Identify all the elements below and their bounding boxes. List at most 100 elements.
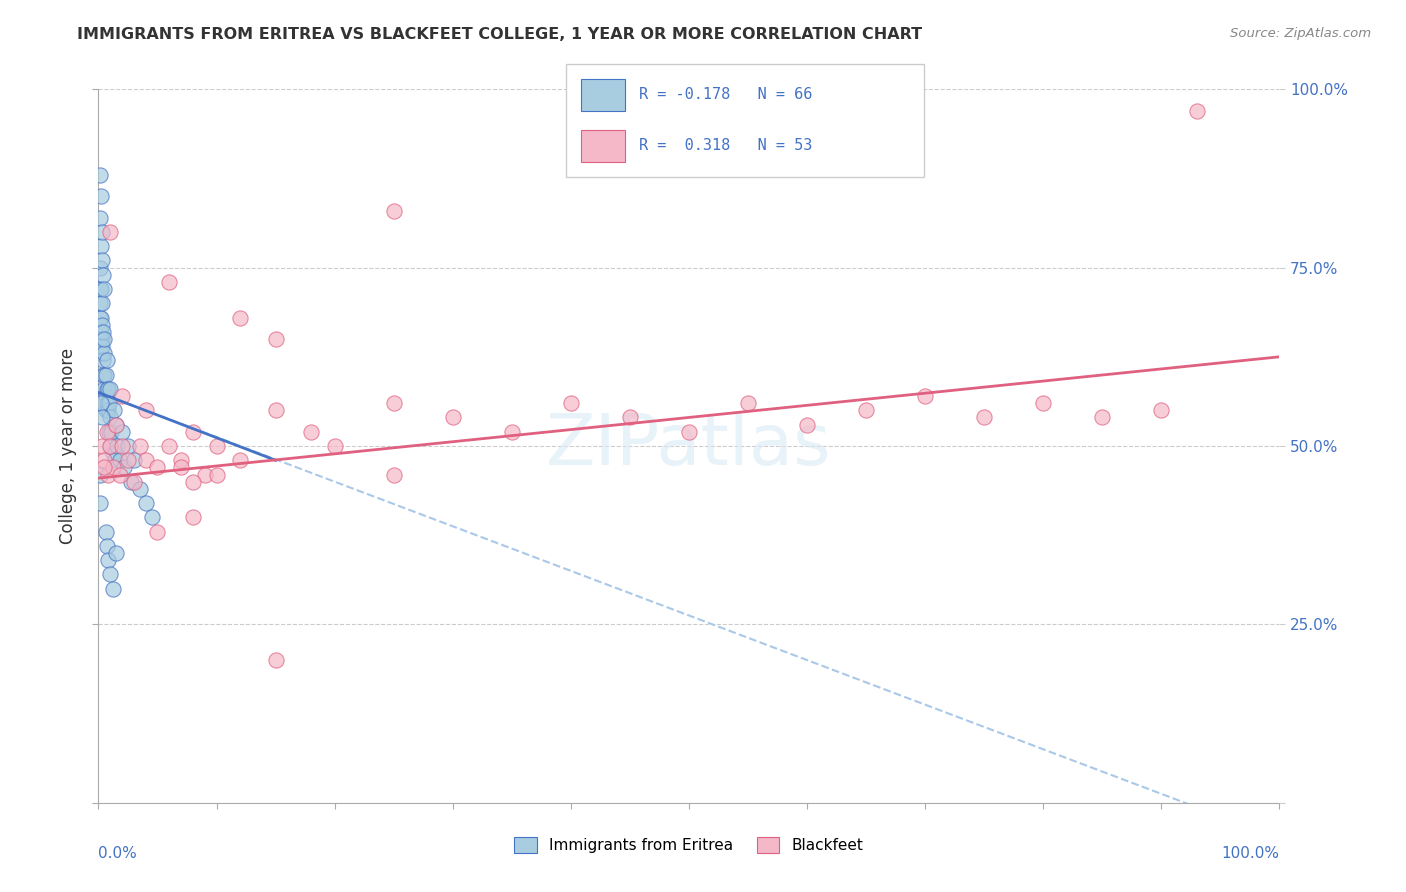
Point [96, 353, 118, 368]
Point [914, 389, 936, 403]
Point [93, 460, 115, 475]
Point [90, 325, 112, 339]
Point [146, 460, 169, 475]
Text: IMMIGRANTS FROM ERITREA VS BLACKFEET COLLEGE, 1 YEAR OR MORE CORRELATION CHART: IMMIGRANTS FROM ERITREA VS BLACKFEET COL… [77, 27, 922, 42]
Point [105, 417, 128, 432]
Point [96, 539, 118, 553]
Point [108, 453, 131, 467]
Point [128, 482, 150, 496]
Point [229, 453, 252, 467]
Point [264, 332, 287, 346]
Point [323, 439, 346, 453]
Point [93, 282, 115, 296]
Text: ZIPatlas: ZIPatlas [546, 411, 832, 481]
Point [382, 203, 405, 218]
Point [104, 453, 127, 467]
Point [101, 446, 124, 460]
Point [91, 339, 114, 353]
Point [98, 439, 121, 453]
Point [111, 425, 134, 439]
Point [619, 410, 641, 425]
Point [111, 389, 134, 403]
Point [205, 467, 228, 482]
Point [91, 296, 114, 310]
Point [855, 403, 877, 417]
Y-axis label: College, 1 year or more: College, 1 year or more [59, 348, 77, 544]
Point [91, 439, 114, 453]
Point [93, 332, 115, 346]
Point [90, 239, 112, 253]
Point [98, 425, 121, 439]
Point [91, 318, 114, 332]
Text: 100.0%: 100.0% [1222, 846, 1279, 861]
Point [96, 396, 118, 410]
Text: R =  0.318   N = 53: R = 0.318 N = 53 [640, 138, 813, 153]
Point [90, 282, 112, 296]
Point [97, 382, 120, 396]
Point [157, 439, 180, 453]
Point [122, 453, 145, 467]
Point [229, 310, 252, 325]
Point [97, 403, 120, 417]
Point [1032, 396, 1054, 410]
Point [90, 189, 112, 203]
Point [91, 225, 114, 239]
Point [89, 296, 111, 310]
Point [441, 410, 464, 425]
Point [135, 453, 157, 467]
Point [194, 467, 217, 482]
Point [205, 439, 228, 453]
FancyBboxPatch shape [567, 63, 924, 178]
Point [108, 467, 131, 482]
Point [117, 453, 139, 467]
Point [157, 275, 180, 289]
Point [89, 282, 111, 296]
Point [91, 353, 114, 368]
Point [90, 310, 112, 325]
Point [93, 453, 115, 467]
Point [264, 403, 287, 417]
Point [105, 417, 128, 432]
Point [89, 467, 111, 482]
Point [97, 467, 120, 482]
Point [382, 467, 405, 482]
Point [1091, 410, 1114, 425]
Point [382, 396, 405, 410]
Point [141, 510, 163, 524]
Text: R = -0.178   N = 66: R = -0.178 N = 66 [640, 87, 813, 103]
Point [90, 346, 112, 360]
Point [112, 460, 135, 475]
Point [135, 496, 157, 510]
Point [501, 425, 523, 439]
Point [93, 382, 115, 396]
Point [89, 260, 111, 275]
Point [299, 425, 322, 439]
Point [98, 567, 121, 582]
Point [91, 410, 114, 425]
Bar [581, 78, 624, 112]
Point [678, 425, 700, 439]
Point [91, 368, 114, 382]
Point [105, 439, 128, 453]
Point [94, 403, 117, 417]
Point [146, 524, 169, 539]
Point [135, 403, 157, 417]
Point [100, 425, 122, 439]
Point [111, 439, 134, 453]
Point [1185, 103, 1208, 118]
Point [128, 439, 150, 453]
Point [105, 546, 128, 560]
Point [91, 332, 114, 346]
Point [737, 396, 759, 410]
Point [98, 410, 121, 425]
Point [89, 168, 111, 182]
Point [98, 382, 121, 396]
Bar [581, 129, 624, 162]
Point [98, 396, 121, 410]
Point [117, 439, 139, 453]
Point [103, 403, 125, 417]
Point [170, 453, 193, 467]
Point [91, 253, 114, 268]
Point [94, 524, 117, 539]
Point [91, 325, 114, 339]
